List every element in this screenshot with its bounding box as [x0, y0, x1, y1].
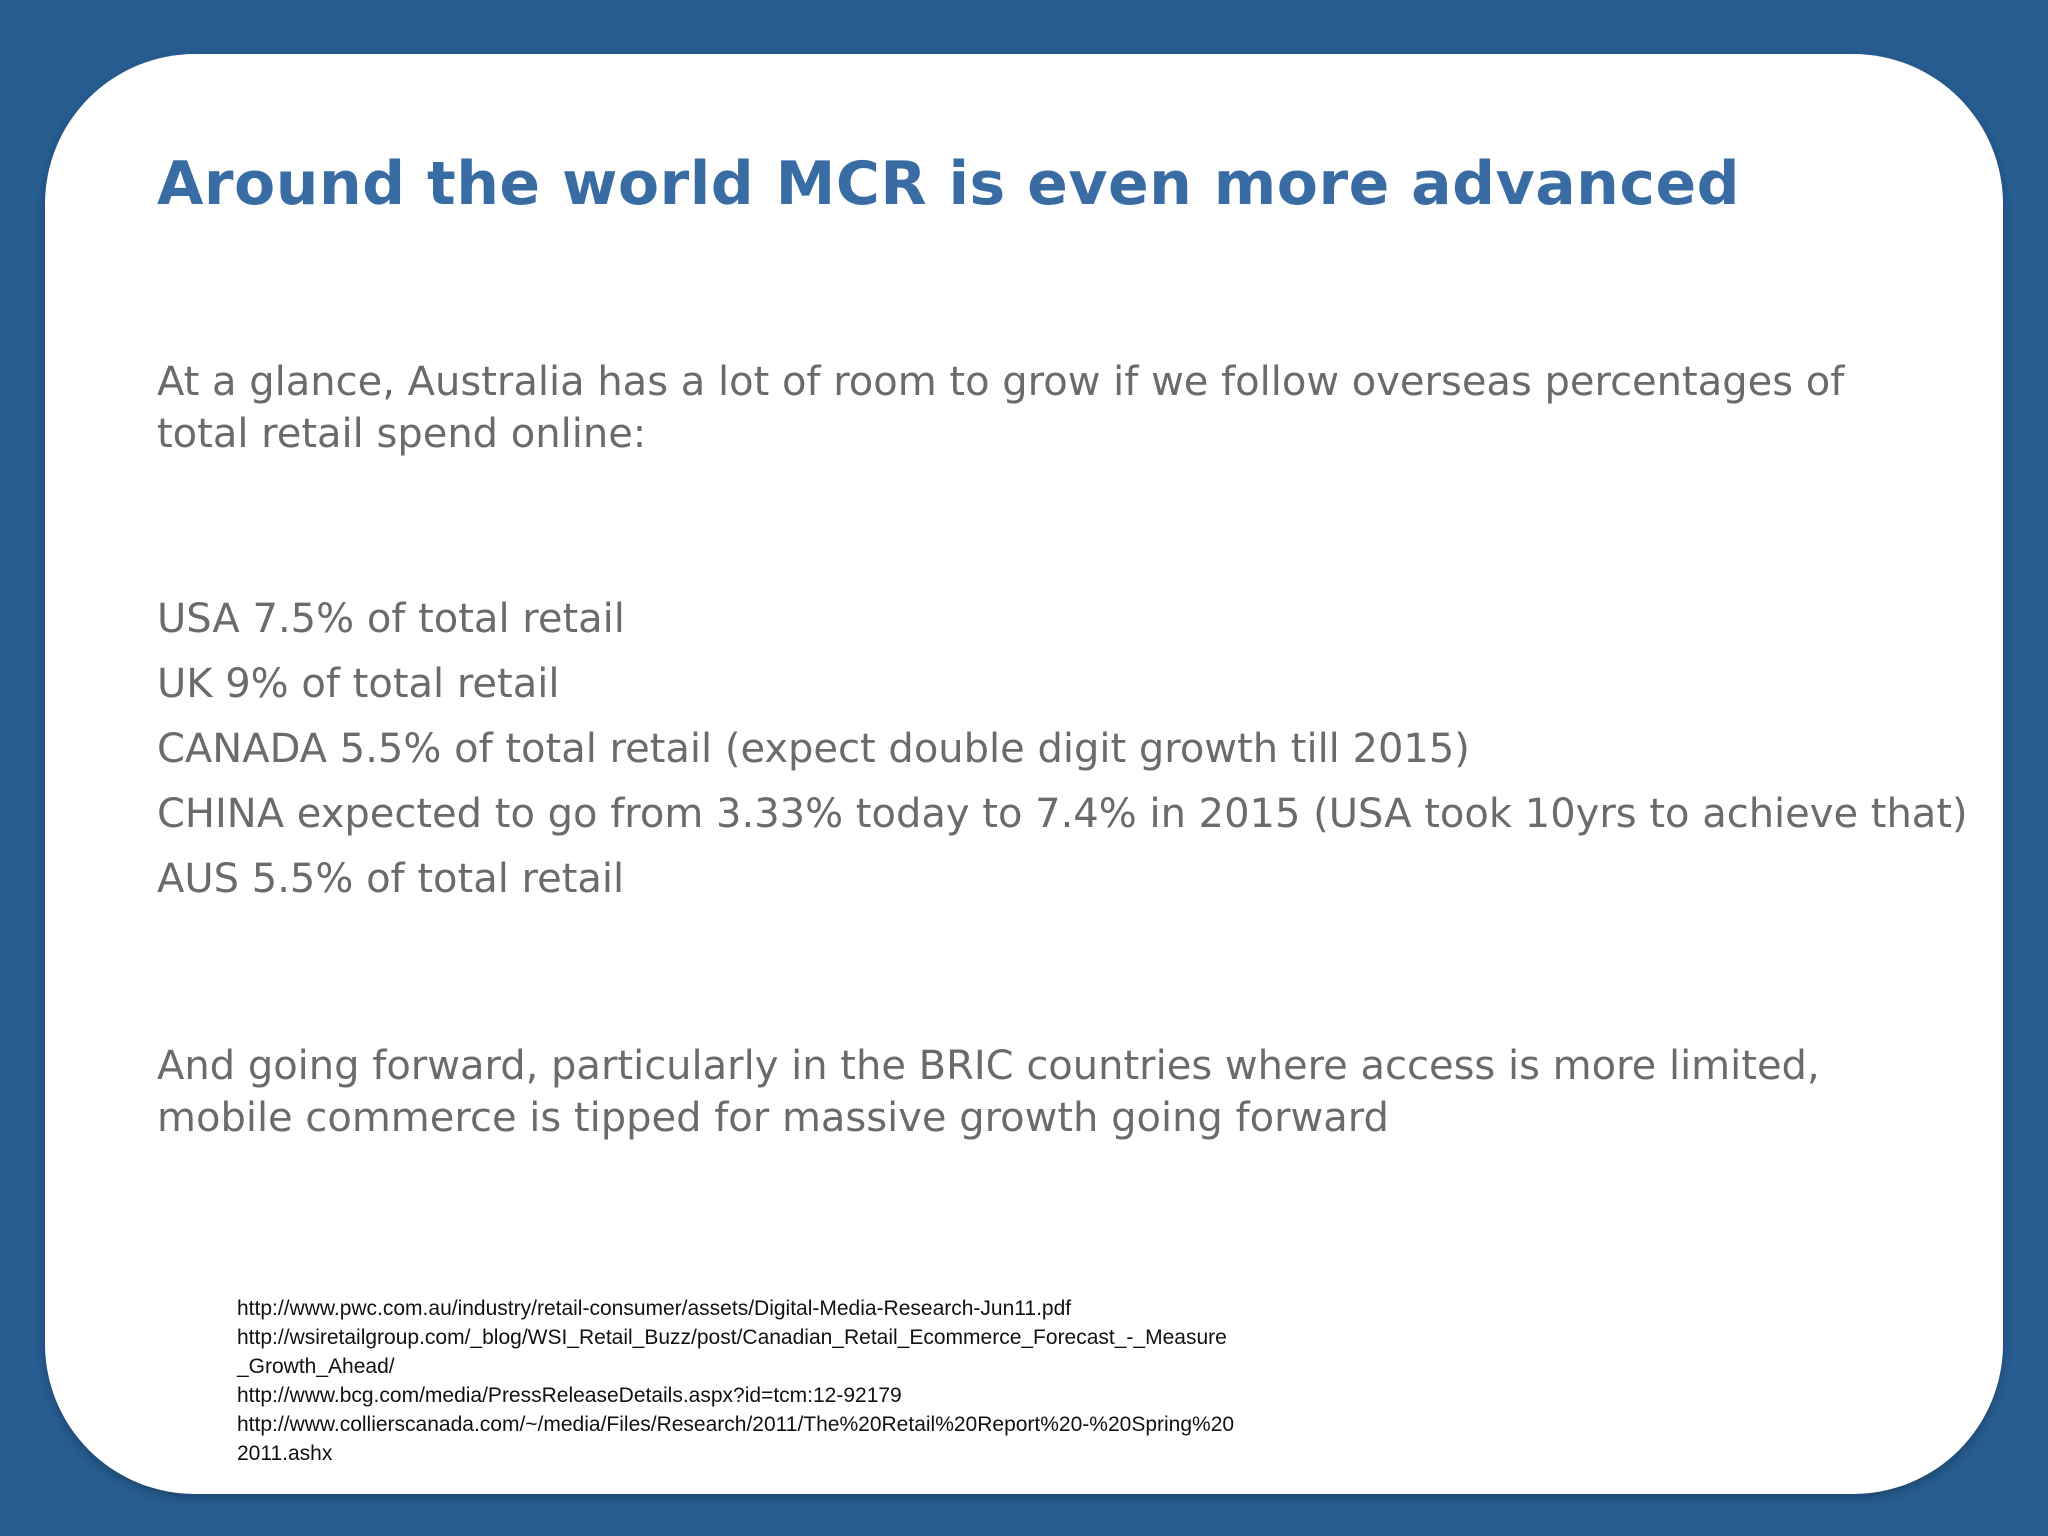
reference-link[interactable]: http://www.pwc.com.au/industry/retail-co…	[237, 1297, 1072, 1320]
intro-paragraph: At a glance, Australia has a lot of room…	[157, 359, 1845, 457]
reference-link[interactable]: http://www.collierscanada.com/~/media/Fi…	[237, 1413, 1235, 1465]
references-list: http://www.pwc.com.au/industry/retail-co…	[237, 1294, 1237, 1468]
reference-link[interactable]: http://www.bcg.com/media/PressReleaseDet…	[237, 1384, 902, 1407]
outro-paragraph: And going forward, particularly in the B…	[157, 1043, 1820, 1141]
stat-item-china: CHINA expected to go from 3.33% today to…	[157, 791, 1968, 837]
stat-item-usa: USA 7.5% of total retail	[157, 596, 625, 642]
stat-item-aus: AUS 5.5% of total retail	[157, 856, 625, 902]
reference-link[interactable]: http://wsiretailgroup.com/_blog/WSI_Reta…	[237, 1326, 1227, 1378]
stat-item-canada: CANADA 5.5% of total retail (expect doub…	[157, 726, 1470, 772]
stat-item-uk: UK 9% of total retail	[157, 661, 560, 707]
slide-card: Around the world MCR is even more advanc…	[45, 54, 2003, 1494]
slide-title: Around the world MCR is even more advanc…	[157, 149, 1741, 219]
stats-list: USA 7.5% of total retail UK 9% of total …	[157, 587, 1968, 912]
